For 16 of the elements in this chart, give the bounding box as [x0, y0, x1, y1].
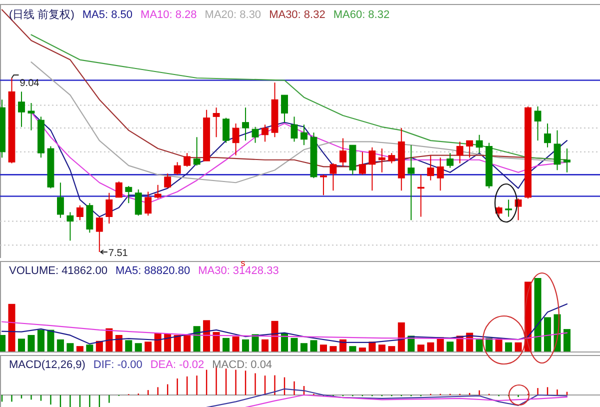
- chart-subtitle: MACD: 0.04: [212, 359, 272, 371]
- chart-title: MACD(12,26,9): [9, 359, 86, 371]
- text: MA30: 8.32: [269, 9, 326, 21]
- chart-title: VOLUME: 41862.00: [9, 265, 108, 277]
- text: DEA: -0.02: [150, 359, 204, 371]
- text: MA20: 8.30: [204, 9, 262, 21]
- text: MA5: 88820.80: [115, 265, 190, 277]
- text: MA30: 31428.33: [198, 265, 279, 277]
- text: DIF: -0.00: [93, 359, 142, 371]
- text: MA60: 8.32: [333, 9, 390, 21]
- chart-title: (日线 前复权): [9, 8, 74, 21]
- annotation: 9.04: [20, 78, 40, 89]
- text: MA5: 8.50: [82, 9, 133, 21]
- text: s: [240, 258, 246, 268]
- annotation: 7.51: [108, 248, 128, 259]
- text: MA10: 8.28: [140, 9, 197, 21]
